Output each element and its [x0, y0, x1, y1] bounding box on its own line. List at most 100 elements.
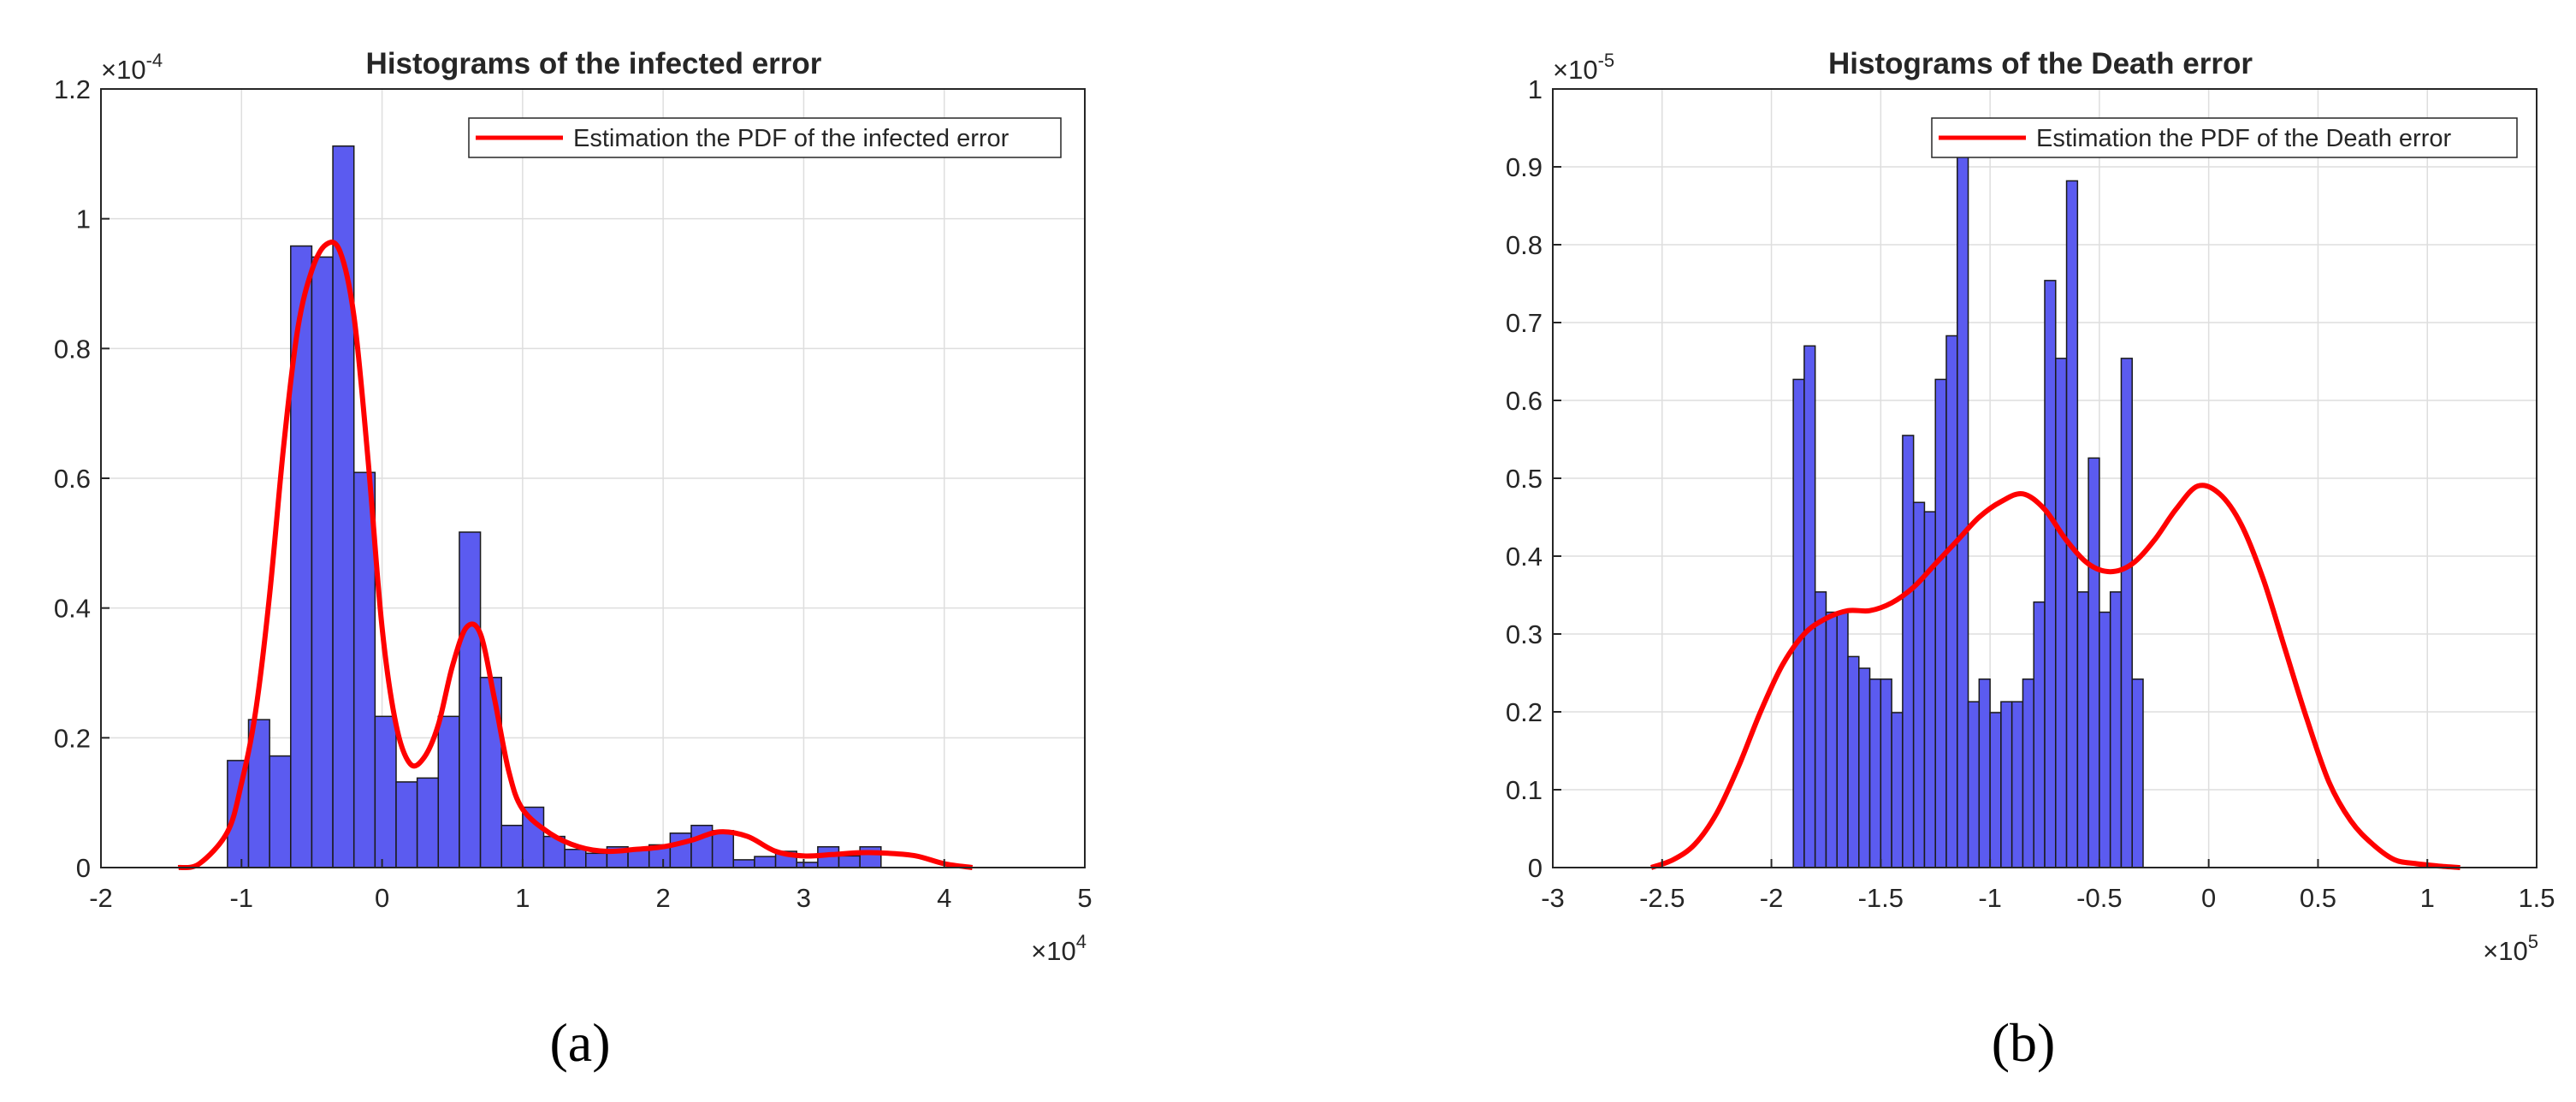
histogram-bar: [395, 781, 418, 868]
x-tick-label: -3: [1541, 883, 1565, 913]
legend-label-death: Estimation the PDF of the Death error: [2036, 125, 2451, 152]
histogram-bar: [2065, 180, 2079, 868]
histogram-bar: [2022, 678, 2034, 868]
histogram-bar: [585, 852, 608, 868]
histogram-bar: [2055, 358, 2068, 868]
legend-death: Estimation the PDF of the Death error: [1931, 117, 2518, 158]
y-ticks-infected: 0 0.2 0.4 0.6 0.8 1 1.2: [54, 74, 110, 883]
histogram-bar: [2120, 358, 2133, 868]
y-tick-label: 1: [1528, 74, 1543, 104]
x-tick-label: 0.5: [2300, 883, 2336, 913]
y-tick-label: 1.2: [54, 74, 91, 104]
histogram-bar: [2087, 457, 2100, 868]
histogram-bar: [459, 531, 482, 868]
histogram-bar: [1934, 378, 1947, 868]
x-tick-label: 1: [2420, 883, 2435, 913]
histogram-bar: [859, 845, 882, 868]
histogram-bar: [1891, 712, 1904, 868]
y-tick-label: 0.9: [1506, 152, 1543, 182]
x-tick-label: -0.5: [2076, 883, 2122, 913]
y-tick-label: 0.6: [54, 464, 91, 494]
pdf-curve-line: [1650, 483, 2461, 870]
x-tick-label: 4: [937, 883, 951, 913]
y-tick-label: 0: [1528, 853, 1543, 883]
legend-box-infected: [468, 117, 1062, 158]
grid-infected: [101, 89, 1085, 868]
y-tick-label: 0: [76, 853, 91, 883]
x-tick-label: -2: [1760, 883, 1784, 913]
y-tick-label: 1: [76, 204, 91, 234]
legend-box-death: [1931, 117, 2518, 158]
histogram-bar: [1957, 151, 1969, 868]
x-tick-label: 0: [375, 883, 389, 913]
histogram-bar: [2131, 678, 2144, 868]
y-tick-label: 0.8: [54, 334, 91, 364]
histogram-bar: [416, 777, 440, 868]
x-tick-label: -1.5: [1858, 883, 1904, 913]
histogram-bar: [437, 715, 460, 868]
x-tick-label: 1.5: [2518, 883, 2555, 913]
x-tick-label: -2.5: [1639, 883, 1685, 913]
y-tick-label: 0.5: [1506, 464, 1543, 494]
histogram-bar: [1836, 611, 1849, 868]
histogram-bar: [2076, 591, 2089, 868]
y-tick-label: 0.4: [54, 594, 91, 624]
chart-title-infected: Histograms of the infected error: [366, 47, 822, 80]
histogram-bar: [374, 715, 397, 868]
histogram-bar: [1978, 678, 1991, 868]
x-tick-label: -1: [1978, 883, 2002, 913]
histogram-bar: [1989, 712, 2002, 868]
histogram-bar: [564, 849, 587, 868]
histogram-bar: [1814, 591, 1827, 868]
x-tick-label: 2: [656, 883, 671, 913]
histogram-bar: [1825, 611, 1838, 868]
y-tick-label: 0.1: [1506, 775, 1543, 805]
histogram-bar: [754, 856, 777, 868]
x-tick-label: -2: [89, 883, 113, 913]
y-tick-label: 0.7: [1506, 308, 1543, 338]
histogram-bar: [1868, 678, 1882, 868]
legend-label-infected: Estimation the PDF of the infected error: [573, 125, 1010, 152]
x-tick-label: -1: [229, 883, 253, 913]
histogram-bar: [269, 755, 292, 868]
y-tick-label: 0.4: [1506, 542, 1543, 572]
legend-infected: Estimation the PDF of the infected error: [468, 117, 1062, 158]
histogram-bar: [2033, 601, 2046, 868]
histogram-bar: [2010, 701, 2024, 868]
histogram-bar: [1847, 655, 1860, 868]
histogram-bar: [311, 256, 334, 868]
y-ticks-death: 0 0.1 0.2 0.3 0.4 0.5 0.6 0.7 0.8 0.9 1: [1506, 74, 1561, 883]
histogram-bar: [2044, 280, 2057, 868]
x-ticks-infected: -2 -1 0 1 2 3 4 5: [89, 859, 1093, 913]
histogram-bar: [1803, 345, 1816, 868]
histogram-bar: [1912, 501, 1926, 868]
y-tick-label: 0.3: [1506, 619, 1543, 649]
pdf-curve-infected: [177, 240, 974, 871]
x-ticks-death: -3 -2.5 -2 -1.5 -1 -0.5 0 0.5 1 1.5: [1541, 859, 2555, 913]
y-tick-label: 0.2: [54, 723, 91, 753]
pdf-curve-line: [177, 240, 974, 871]
histogram-bar: [1967, 701, 1981, 868]
histogram-bar: [2109, 591, 2123, 868]
panel-label-b: (b): [1992, 1012, 2056, 1073]
chart-title-death: Histograms of the Death error: [1828, 47, 2253, 80]
x-tick-label: 0: [2201, 883, 2216, 913]
histogram-bar: [352, 471, 376, 868]
panel-death: Histograms of the Death error -3 -2.5 -2 -1…: [1506, 47, 2555, 1073]
pdf-curve-death: [1650, 483, 2461, 870]
y-tick-label: 0.6: [1506, 386, 1543, 416]
panel-label-a: (a): [549, 1012, 610, 1073]
histogram-bar: [1858, 667, 1871, 868]
histogram-bar: [2000, 701, 2013, 868]
panel-infected: Histograms of the infected error -2 -1 0 1 2…: [54, 47, 1093, 1073]
y-tick-label: 0.8: [1506, 230, 1543, 260]
histogram-bar: [1880, 678, 1892, 868]
histogram-bars-death: [1792, 151, 2144, 868]
histogram-bar: [732, 859, 755, 868]
x-tick-label: 5: [1077, 883, 1092, 913]
histogram-bar: [1902, 435, 1915, 868]
x-tick-label: 3: [796, 883, 811, 913]
histogram-bar: [500, 824, 524, 868]
